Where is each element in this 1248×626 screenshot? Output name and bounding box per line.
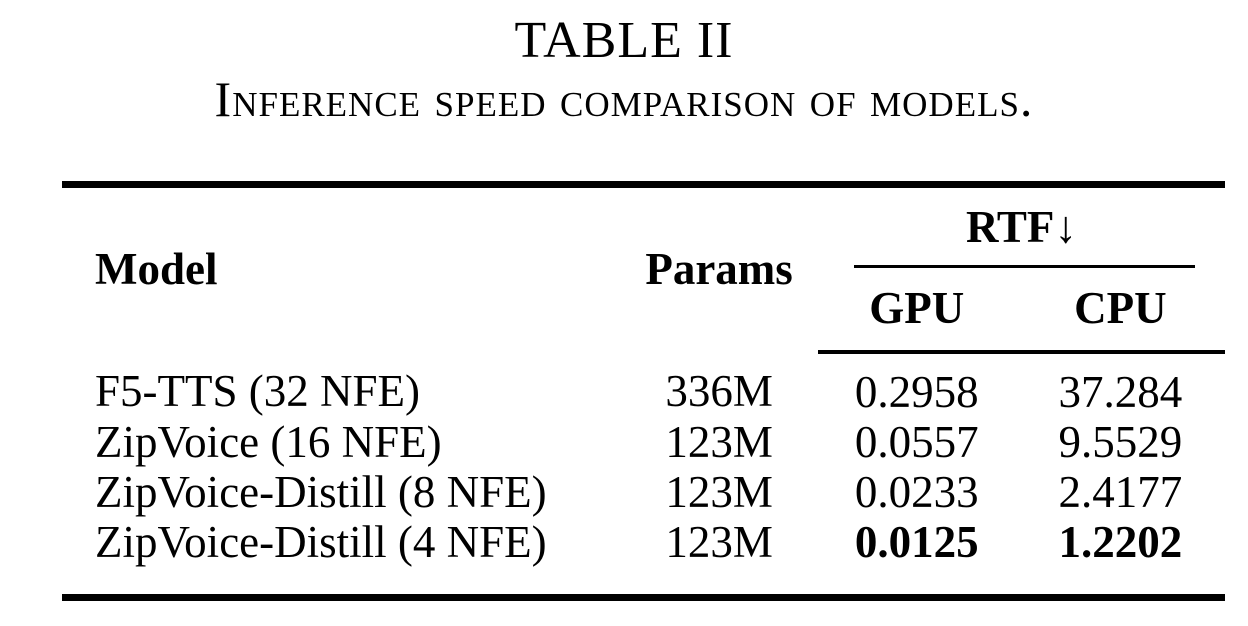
cell-rtf-cpu: 2.4177	[1058, 467, 1183, 518]
header-sub-row: GPU CPU	[62, 268, 1225, 355]
cell-model: F5-TTS (32 NFE)	[95, 366, 420, 417]
cell-params: 123M	[665, 467, 773, 518]
cell-rtf-gpu: 0.0557	[854, 417, 979, 468]
column-header-params: Params	[645, 244, 793, 295]
cell-model: ZipVoice-Distill (8 NFE)	[95, 467, 547, 518]
cell-params: 123M	[665, 517, 773, 568]
column-header-cpu: CPU	[1015, 268, 1225, 355]
table-row: ZipVoice (16 NFE) 123M 0.0557 9.5529	[62, 418, 1225, 468]
cell-model: ZipVoice (16 NFE)	[95, 417, 442, 468]
cell-rtf-cpu: 1.2202	[1058, 517, 1183, 568]
column-header-rtf-group: RTF↓	[818, 185, 1225, 269]
column-header-gpu: GPU	[817, 268, 1016, 355]
table-row: ZipVoice-Distill (4 NFE) 123M 0.0125 1.2…	[62, 518, 1225, 598]
cell-params: 123M	[665, 417, 773, 468]
table-caption: Inference speed comparison of models.	[214, 70, 1034, 127]
cell-model: ZipVoice-Distill (4 NFE)	[95, 517, 547, 568]
cell-rtf-cpu: 9.5529	[1058, 417, 1183, 468]
column-header-model: Model	[95, 244, 218, 295]
table-row: F5-TTS (32 NFE) 336M 0.2958 37.284	[62, 352, 1225, 418]
inference-speed-table: Model Params RTF↓ GPU CPU F5-TTS (32 NFE…	[62, 181, 1225, 602]
table-number: TABLE II	[514, 12, 734, 69]
table-header: Model Params RTF↓ GPU CPU	[62, 185, 1225, 355]
table-body: F5-TTS (32 NFE) 336M 0.2958 37.284 ZipVo…	[62, 352, 1225, 598]
cell-rtf-gpu: 0.0125	[854, 517, 979, 568]
cell-rtf-gpu: 0.0233	[854, 467, 979, 518]
cell-params: 336M	[665, 366, 773, 417]
table-row: ZipVoice-Distill (8 NFE) 123M 0.0233 2.4…	[62, 468, 1225, 518]
header-group-row: Model Params RTF↓	[62, 185, 1225, 294]
cell-rtf-gpu: 0.2958	[854, 367, 979, 418]
table-caption-block: TABLE II Inference speed comparison of m…	[0, 0, 1248, 125]
cell-rtf-cpu: 37.284	[1058, 367, 1183, 418]
